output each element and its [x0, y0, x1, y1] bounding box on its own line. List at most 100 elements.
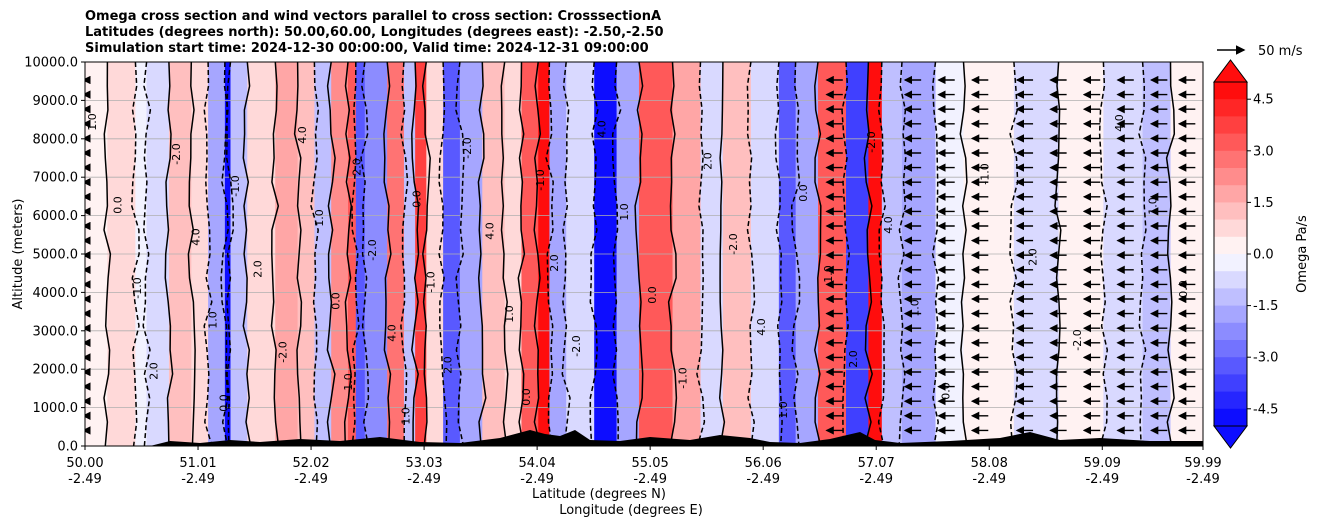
colorbar-extend-min — [1213, 425, 1248, 449]
contour-label: -1.0 — [822, 265, 835, 286]
contour-label: 2.0 — [702, 152, 715, 170]
colorbar-level — [1214, 391, 1247, 410]
contour-line — [561, 62, 571, 446]
x-tick-label-lat: 59.09 — [1084, 456, 1121, 471]
colorbar-level — [1214, 374, 1247, 392]
x-tick-label-lon: -2.49 — [746, 472, 780, 487]
contour-label: -2.0 — [461, 137, 474, 158]
contour-line — [696, 62, 706, 446]
y-tick-label: 4000.0 — [33, 286, 79, 301]
y-tick-label: 9000.0 — [33, 94, 79, 109]
x-tick-label-lon: -2.49 — [633, 472, 667, 487]
contour-label: -2.0 — [366, 239, 379, 260]
x-tick-label-lon: -2.49 — [407, 472, 441, 487]
colorbar-tick-label: -1.5 — [1253, 299, 1278, 314]
colorbar-level — [1214, 254, 1247, 272]
contour-line — [360, 62, 370, 446]
colorbar-level — [1214, 202, 1247, 220]
x-tick-label-lat: 54.04 — [519, 456, 556, 471]
x-tick-label-lon: -2.49 — [1186, 472, 1220, 487]
colorbar-level — [1214, 150, 1247, 169]
x-axis-label-lon: Longitude (degrees E) — [559, 503, 703, 518]
y-tick-label: 0.0 — [57, 440, 78, 455]
contour-line — [270, 62, 280, 446]
x-tick-label-lat: 56.06 — [745, 456, 782, 471]
contour-label: 1.0 — [503, 305, 516, 323]
contour-label: 4.0 — [386, 324, 399, 342]
x-tick-label-lat: 53.03 — [405, 456, 442, 471]
contour-label: -1.0 — [131, 277, 144, 298]
contour-line — [611, 62, 622, 446]
contour-label: 2.0 — [548, 254, 561, 272]
contour-label: 2.0 — [350, 158, 363, 176]
colorbar: -4.5 -3.0 -1.5 0.0 1.5 3.0 4.5 — [1213, 59, 1278, 449]
contour-line — [203, 62, 213, 446]
colorbar-level — [1214, 116, 1247, 134]
contour-line — [455, 62, 465, 446]
contour-label: -1.0 — [534, 169, 547, 190]
contour-line — [931, 62, 940, 446]
colorbar-level — [1214, 322, 1247, 341]
contour-label: 0.0 — [1177, 280, 1190, 298]
y-tick-label: 2000.0 — [33, 363, 79, 378]
contour-line — [1009, 62, 1019, 446]
colorbar-level — [1214, 219, 1247, 238]
contour-label: 2.0 — [847, 350, 860, 368]
contour-label: -2.0 — [727, 233, 740, 254]
contour-line — [1098, 62, 1109, 446]
contour-label: 0.0 — [520, 388, 533, 406]
x-tick-label-lon: -2.49 — [181, 472, 215, 487]
contour-label: 1.0 — [618, 203, 631, 221]
contour-line — [718, 62, 726, 446]
plot-area: 1.0 0.0 -1.0 2.0 -2.0 4.0 1.0 0.0 -1.0 2.0 -2.0 4.0… — [85, 62, 1203, 446]
contour-line — [310, 62, 320, 446]
x-tick-label-lon: -2.49 — [294, 472, 328, 487]
contour-label: 0.0 — [940, 382, 953, 400]
x-tick-label-lat: 57.07 — [858, 456, 895, 471]
x-tick-label-lon: -2.49 — [520, 472, 554, 487]
contour-label: 2.0 — [251, 260, 264, 278]
contour-line — [545, 62, 554, 446]
x-tick-label-lat: 58.08 — [971, 456, 1008, 471]
y-tick-label: 3000.0 — [33, 324, 79, 339]
colorbar-level — [1214, 236, 1247, 255]
contour-line — [877, 62, 886, 446]
colorbar-tick-label: 0.0 — [1253, 248, 1274, 263]
contour-line — [164, 62, 174, 446]
contour-line — [438, 62, 448, 446]
contour-line — [1054, 62, 1062, 446]
y-tick-label: 10000.0 — [24, 56, 78, 71]
colorbar-tick-label: 4.5 — [1253, 93, 1274, 108]
contour-line — [477, 62, 487, 446]
contour-line — [187, 62, 196, 446]
contour-label: 0.0 — [330, 292, 343, 310]
contour-line — [131, 62, 140, 446]
contour-line — [634, 62, 644, 446]
contour-label: -2.0 — [865, 131, 878, 152]
colorbar-tick-label: 3.0 — [1253, 144, 1274, 159]
contour-line — [242, 62, 252, 446]
contour-label: 1.0 — [777, 401, 790, 419]
contour-line — [351, 62, 360, 446]
contour-label: -1.0 — [342, 373, 355, 394]
contour-line — [667, 62, 678, 446]
contour-label: 2.0 — [442, 356, 455, 374]
x-tick-label-lon: -2.49 — [1085, 472, 1119, 487]
contour-label: -2.0 — [276, 341, 289, 362]
colorbar-level — [1214, 305, 1247, 324]
contour-label: 1.0 — [206, 311, 219, 329]
x-tick-label-lon: -2.49 — [859, 472, 893, 487]
contour-label: 1.0 — [313, 209, 326, 227]
x-axis-label-lat: Latitude (degrees N) — [532, 487, 666, 502]
x-tick-label-lon: -2.49 — [68, 472, 102, 487]
x-tick-label-lat: 55.05 — [632, 456, 669, 471]
contour-label: -1.0 — [979, 163, 992, 184]
colorbar-level — [1214, 288, 1247, 306]
chart-title: Omega cross section and wind vectors par… — [85, 9, 662, 24]
contour-label: 0.0 — [111, 196, 124, 214]
chart-subtitle-times: Simulation start time: 2024-12-30 00:00:… — [85, 41, 649, 56]
contour-line — [589, 62, 599, 446]
colorbar-label: Omega Pa/s — [1295, 215, 1310, 293]
x-tick-label-lat: 50.00 — [66, 456, 103, 471]
